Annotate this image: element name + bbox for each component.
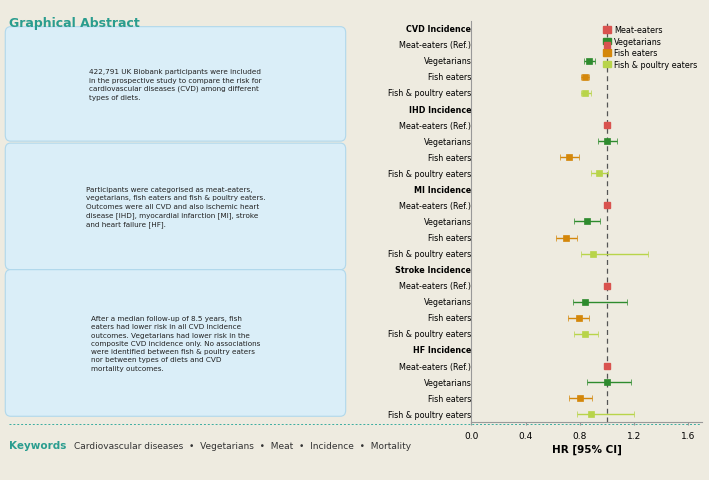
Text: HF Incidence: HF Incidence — [413, 346, 471, 355]
Text: Fish & poultry eaters: Fish & poultry eaters — [389, 410, 471, 419]
Text: Fish & poultry eaters: Fish & poultry eaters — [389, 330, 471, 339]
Text: Keywords: Keywords — [9, 441, 66, 450]
Text: IHD Incidence: IHD Incidence — [409, 105, 471, 114]
Text: After a median follow-up of 8.5 years, fish
eaters had lower risk in all CVD inc: After a median follow-up of 8.5 years, f… — [91, 315, 260, 371]
Text: Fish eaters: Fish eaters — [428, 394, 471, 403]
Text: Fish eaters: Fish eaters — [428, 314, 471, 323]
Text: Meat-eaters (Ref.): Meat-eaters (Ref.) — [399, 202, 471, 210]
Text: MI Incidence: MI Incidence — [414, 185, 471, 194]
Text: Vegetarians: Vegetarians — [423, 137, 471, 146]
Text: Graphical Abstract: Graphical Abstract — [9, 17, 139, 30]
Text: Fish & poultry eaters: Fish & poultry eaters — [389, 89, 471, 98]
Text: Meat-eaters (Ref.): Meat-eaters (Ref.) — [399, 282, 471, 290]
Text: Participants were categorised as meat-eaters,
vegetarians, fish eaters and fish : Participants were categorised as meat-ea… — [86, 187, 265, 227]
Text: Fish eaters: Fish eaters — [428, 234, 471, 242]
Text: Fish eaters: Fish eaters — [428, 154, 471, 162]
Legend: Meat-eaters, Vegetarians, Fish eaters, Fish & poultry eaters: Meat-eaters, Vegetarians, Fish eaters, F… — [600, 23, 700, 73]
Text: Fish & poultry eaters: Fish & poultry eaters — [389, 250, 471, 259]
Text: Stroke Incidence: Stroke Incidence — [396, 265, 471, 275]
Text: Meat-eaters (Ref.): Meat-eaters (Ref.) — [399, 362, 471, 371]
Text: Vegetarians: Vegetarians — [423, 217, 471, 227]
FancyBboxPatch shape — [5, 144, 346, 270]
FancyBboxPatch shape — [5, 28, 346, 142]
Text: CVD Incidence: CVD Incidence — [406, 25, 471, 34]
X-axis label: HR [95% CI]: HR [95% CI] — [552, 444, 622, 454]
Text: Vegetarians: Vegetarians — [423, 298, 471, 307]
Text: Vegetarians: Vegetarians — [423, 57, 471, 66]
Text: Fish & poultry eaters: Fish & poultry eaters — [389, 169, 471, 179]
Text: Fish eaters: Fish eaters — [428, 73, 471, 82]
Text: Meat-eaters (Ref.): Meat-eaters (Ref.) — [399, 121, 471, 130]
Text: 422,791 UK Biobank participants were included
in the prospective study to compar: 422,791 UK Biobank participants were inc… — [89, 69, 262, 100]
Text: Cardiovascular diseases  •  Vegetarians  •  Meat  •  Incidence  •  Mortality: Cardiovascular diseases • Vegetarians • … — [74, 441, 411, 450]
Text: Vegetarians: Vegetarians — [423, 378, 471, 387]
Text: Meat-eaters (Ref.): Meat-eaters (Ref.) — [399, 41, 471, 50]
FancyBboxPatch shape — [5, 270, 346, 416]
